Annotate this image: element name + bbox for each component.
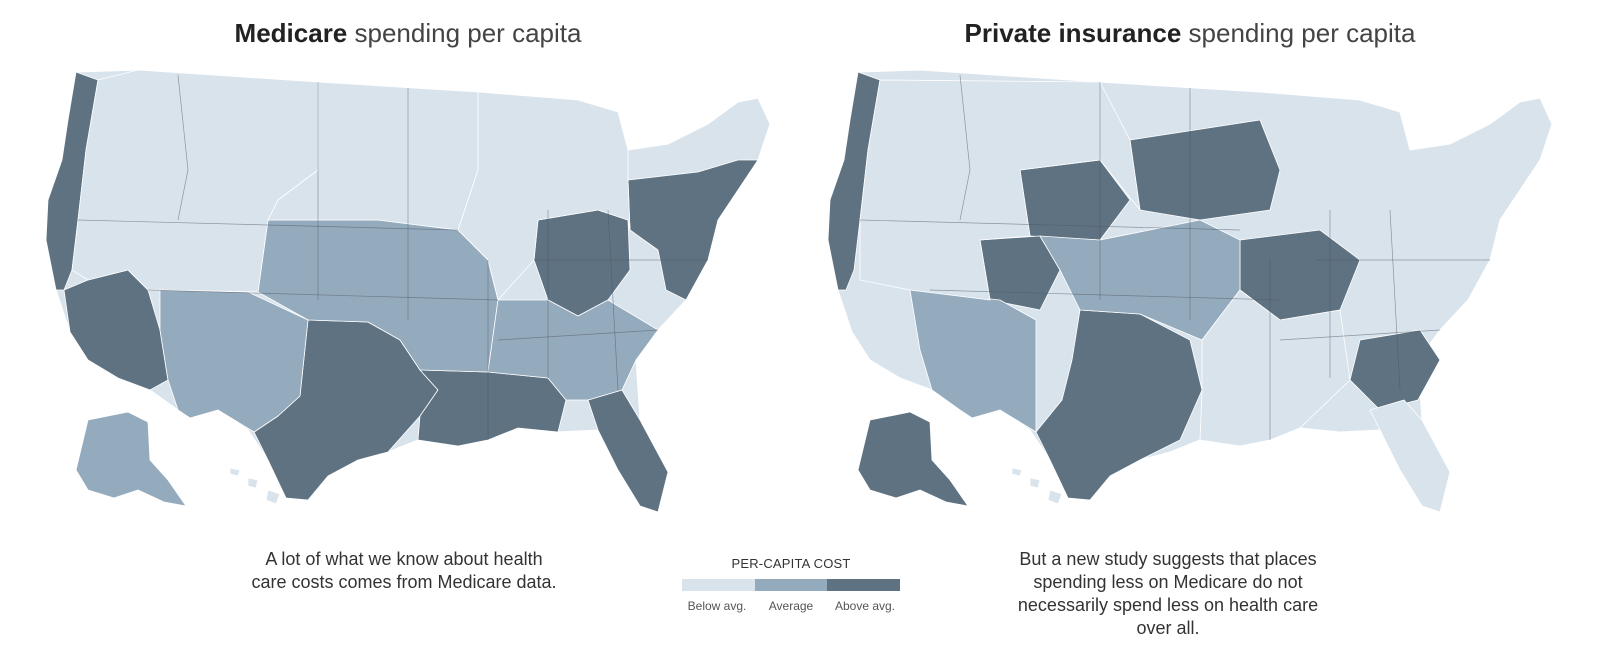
state-lines — [859, 74, 1490, 440]
region-southeast — [487, 299, 659, 401]
private-insurance-panel: Private insurance spending per capita — [800, 0, 1580, 666]
state-line — [177, 74, 189, 221]
medicare-map — [45, 69, 771, 513]
medicare-map-title: Medicare spending per capita — [234, 18, 582, 48]
state-line — [1389, 209, 1401, 391]
region-hawaii — [1011, 467, 1063, 505]
state-line — [147, 289, 499, 301]
region-hawaii — [229, 467, 281, 505]
caption-line: A lot of what we know about health — [265, 549, 543, 569]
legend-color-bar — [682, 579, 901, 591]
region-alaska — [857, 411, 969, 507]
region-texas — [1035, 309, 1203, 501]
state-line — [497, 329, 659, 341]
region-florida — [1369, 399, 1451, 513]
region-upper-midwest — [457, 91, 631, 301]
legend-label-below: Below avg. — [687, 599, 747, 613]
region-florida — [587, 389, 669, 513]
legend-swatch-average — [754, 579, 828, 591]
medicare-panel: Medicare spending per capita — [18, 0, 798, 666]
legend: PER-CAPITA COST Below avg. Average Above… — [680, 556, 920, 613]
private-insurance-map — [827, 69, 1553, 513]
region-northeast — [627, 159, 759, 301]
state-line — [77, 219, 459, 231]
region-mountain-west — [859, 79, 1141, 301]
legend-swatch-above — [827, 579, 901, 591]
region-alaska — [75, 411, 187, 507]
region-southwest — [159, 289, 309, 433]
caption-line: over all. — [1136, 618, 1200, 638]
private-insurance-caption: But a new study suggests that places spe… — [988, 548, 1348, 640]
state-line — [607, 209, 619, 391]
private-insurance-map-title: Private insurance spending per capita — [964, 18, 1416, 48]
caption-line: care costs comes from Medicare data. — [251, 572, 557, 592]
legend-labels: Below avg. Average Above avg. — [680, 599, 902, 613]
state-lines — [77, 74, 708, 440]
state-line — [959, 74, 971, 221]
region-southwest — [909, 289, 1037, 433]
caption-line: necessarily spend less on health care — [1017, 595, 1319, 615]
state-line — [1279, 329, 1441, 341]
region-mid-south — [1199, 289, 1351, 447]
legend-label-average: Average — [768, 599, 814, 613]
state-line — [859, 219, 1241, 231]
caption-line: spending less on Medicare do not — [1033, 572, 1303, 592]
medicare-caption: A lot of what we know about health care … — [224, 548, 584, 594]
caption-line: But a new study suggests that places — [1019, 549, 1317, 569]
state-line — [929, 289, 1281, 301]
legend-label-above: Above avg. — [834, 599, 896, 613]
legend-title: PER-CAPITA COST — [731, 556, 851, 571]
legend-swatch-below — [682, 579, 755, 591]
region-gulf-coast — [417, 369, 567, 447]
